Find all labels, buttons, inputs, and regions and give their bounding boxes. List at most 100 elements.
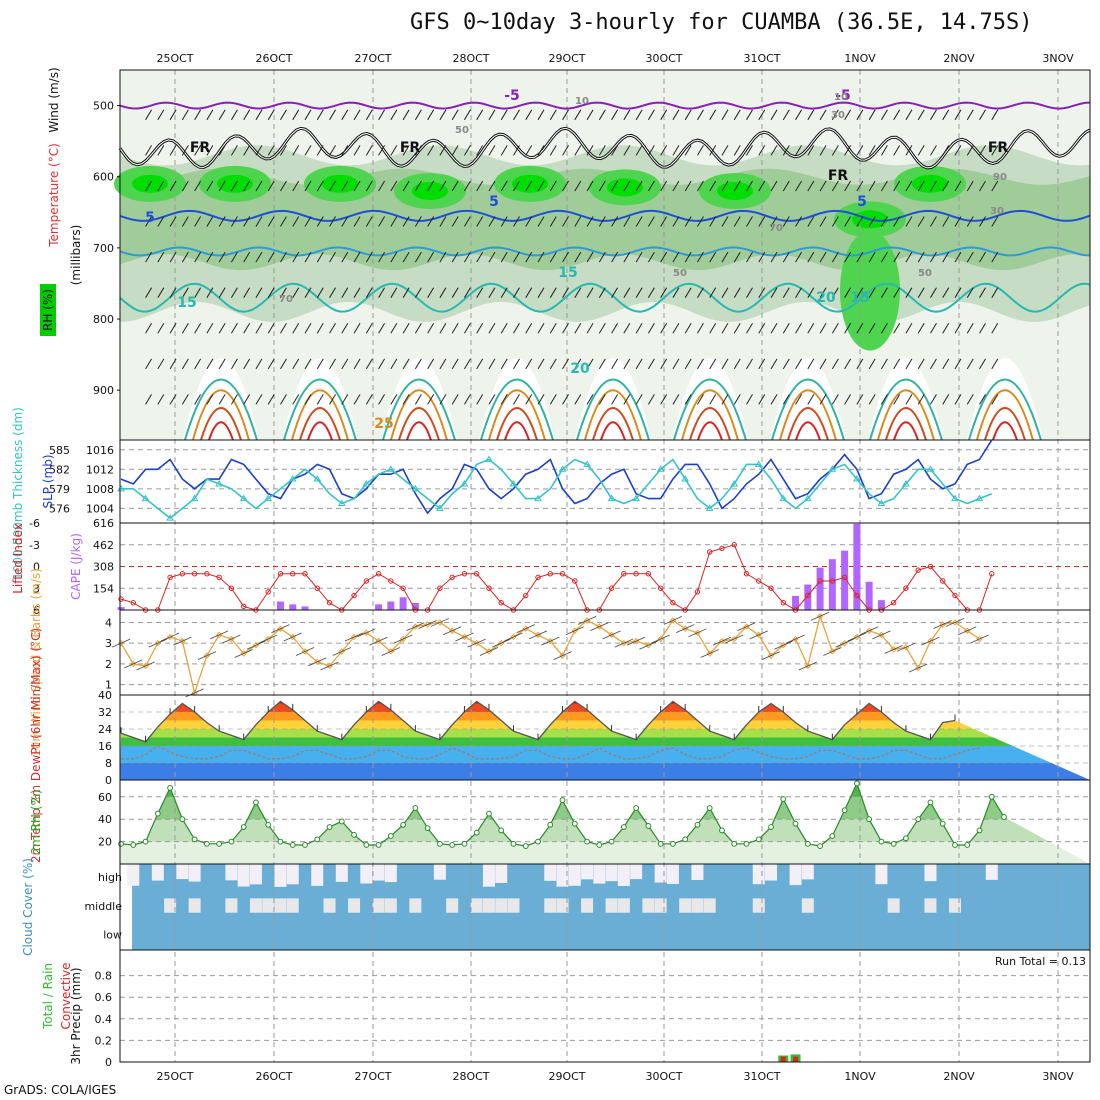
wind-barb (353, 145, 361, 156)
wind-barb (463, 323, 471, 334)
wind-barb (414, 358, 422, 370)
lifted-index-point (780, 600, 786, 606)
wind-speed-point (215, 631, 223, 639)
isotherm-30 (984, 407, 1026, 441)
rh-point (387, 833, 394, 839)
wind-barb (243, 287, 251, 298)
warm-dome (867, 358, 944, 440)
wind-barb (831, 287, 839, 298)
wind-barb (255, 180, 263, 192)
wind-barb (819, 358, 827, 370)
wind-barb (562, 323, 569, 334)
panel-data (111, 101, 1091, 1062)
isotherm-30 (398, 407, 440, 441)
wind-speed-point (878, 631, 885, 639)
wind-barb (500, 180, 508, 192)
lifted-index-point (363, 578, 370, 584)
wind-speed-point (436, 619, 444, 626)
wind-barb (353, 109, 361, 121)
wind-speed-line (120, 613, 980, 696)
wind-barb (316, 180, 324, 192)
wind-barb (746, 251, 753, 263)
wind-barb (684, 216, 692, 227)
wind-barb (647, 216, 655, 227)
thickness-tick: 579 (49, 483, 70, 496)
wind-barb (525, 287, 533, 298)
wind-barb (684, 358, 692, 370)
wind-barb (169, 251, 177, 263)
wind-barb (549, 109, 557, 121)
warm-dome (769, 358, 846, 440)
cloud-gap-middle (274, 898, 287, 913)
wind-barb (635, 287, 643, 298)
lifted-index-point (940, 578, 946, 584)
wind-barb (725, 634, 744, 644)
wind-barb (218, 323, 226, 334)
contour-label: 50 (455, 125, 469, 136)
wind-barb (439, 145, 447, 156)
wind-barb (574, 394, 582, 405)
cape-tick: 616 (93, 517, 114, 530)
thickness-point (632, 494, 641, 502)
wind-barb (341, 394, 349, 405)
thickness-point (583, 460, 591, 467)
wind-barb (537, 394, 545, 405)
wind-barb (378, 145, 386, 156)
wind-barb (586, 109, 594, 121)
cloud-gap-high (752, 864, 765, 885)
wind-barb (930, 358, 937, 370)
cape-bar (117, 607, 125, 610)
wind-barb (304, 251, 312, 263)
precip-tick: 0.6 (95, 991, 113, 1004)
rh-point (731, 840, 738, 847)
lifted-index-point (498, 600, 504, 606)
wind-barb (574, 251, 582, 263)
wind-barb (721, 323, 729, 334)
rh-point (167, 784, 173, 791)
thickness-point (313, 475, 322, 482)
contour-label: 70 (279, 294, 293, 305)
wind-barb (451, 216, 459, 227)
wind-barb (893, 180, 901, 192)
wind-barb (280, 323, 287, 334)
wind-barb (991, 251, 999, 263)
wind-barb (525, 109, 533, 121)
wind-barb (500, 323, 508, 334)
wind-speed-point (350, 633, 358, 641)
wind-barb (476, 145, 484, 156)
contour-label: 15 (177, 295, 196, 311)
wind-barb (292, 358, 300, 370)
wind-barb (316, 394, 324, 405)
cloud-gap-high (581, 864, 594, 880)
rh-point (608, 838, 615, 845)
wind-barb (145, 394, 152, 405)
wind-barb (880, 394, 888, 405)
rh-point (130, 842, 137, 848)
wind-speed-point (363, 629, 370, 637)
wind-barb (378, 323, 386, 334)
wind-barb (332, 647, 351, 656)
wind-barb (476, 323, 484, 334)
wind-barb (451, 358, 459, 370)
wind-barb (930, 145, 937, 156)
wind-barb (500, 394, 508, 405)
wind-barb (868, 216, 876, 227)
rh-point (768, 824, 774, 830)
lifted-index-point (731, 542, 737, 548)
wind-barb (819, 109, 827, 121)
temp-band (120, 746, 1090, 763)
wind-barb (684, 145, 692, 156)
rh-side-label: RH (%) (41, 289, 55, 331)
wind-barb (513, 287, 520, 298)
wind-barb (844, 216, 852, 227)
wind-barb (206, 323, 214, 334)
cloud-gap-middle (752, 898, 765, 913)
wind-speed-point (399, 635, 407, 643)
rh-point (584, 838, 590, 845)
wind-barb (795, 394, 802, 405)
wind-barb (942, 394, 950, 405)
contour-label: 15 (850, 290, 869, 306)
wind-barb (402, 145, 410, 156)
wind-barb (782, 251, 790, 263)
wind-barb (157, 180, 165, 192)
